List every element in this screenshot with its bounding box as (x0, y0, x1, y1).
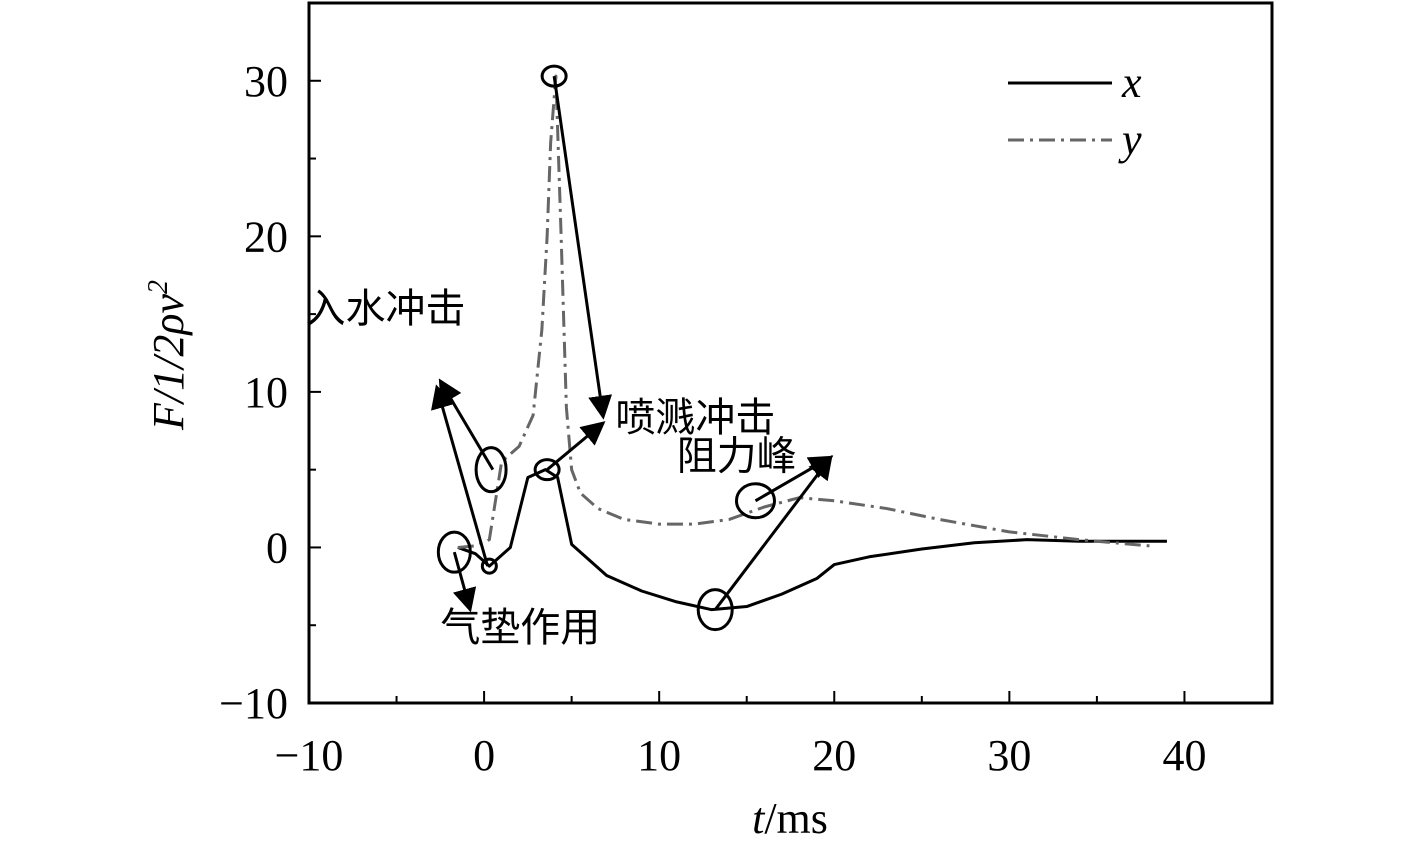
annotation-arrow (431, 384, 490, 567)
annotation-arrows (431, 75, 834, 613)
x-tick-label: 10 (637, 731, 681, 780)
y-axis-title: F/1/2ρv2 (143, 280, 193, 431)
x-tick-label: 20 (812, 731, 856, 780)
highlight-ellipse (533, 458, 561, 482)
x-axis-title: t/ms (752, 794, 828, 843)
legend-label-x: x (1121, 58, 1142, 107)
annotation-label: 喷溅冲击 (615, 395, 775, 441)
y-tick-label: 10 (244, 368, 288, 417)
series-line-y (457, 74, 1150, 549)
annotation-label: 气垫作用 (440, 605, 600, 651)
highlight-ellipse (734, 482, 776, 520)
x-tick-label: 40 (1162, 731, 1206, 780)
legend-label-y: y (1118, 115, 1142, 164)
annotation-arrow (552, 75, 613, 420)
highlight-ellipse (480, 557, 498, 575)
plot-frame (307, 1, 1274, 705)
highlight-ellipse (436, 530, 472, 574)
annotation-label: 阻力峰 (677, 434, 797, 480)
highlight-ellipses (436, 64, 776, 632)
series-layer (457, 74, 1167, 612)
highlight-ellipse (696, 588, 734, 632)
legend: x y (1008, 58, 1142, 164)
y-tick-label: 0 (266, 523, 288, 572)
highlight-ellipse (474, 446, 508, 494)
x-tick-label: −10 (275, 731, 344, 780)
annotation-arrow (452, 551, 477, 613)
y-tick-label: −10 (219, 679, 288, 728)
annotation-arrow (546, 421, 606, 471)
y-tick-label: 20 (244, 212, 288, 261)
y-tick-label: 30 (244, 57, 288, 106)
tick-labels: −10 0 10 20 30 40 −10 0 10 20 30 (219, 57, 1206, 780)
x-tick-label: 30 (987, 731, 1031, 780)
series-line-x (457, 468, 1167, 612)
x-tick-label: 0 (473, 731, 495, 780)
annotation-arrow (714, 454, 833, 611)
tick-marks (308, 2, 1273, 704)
annotation-label: 入水冲击 (305, 286, 465, 332)
